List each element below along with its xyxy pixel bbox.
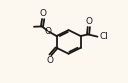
Text: O: O (47, 56, 54, 65)
Text: Cl: Cl (100, 32, 109, 41)
Text: O: O (40, 9, 47, 18)
Text: O: O (45, 27, 52, 36)
Text: O: O (86, 17, 93, 26)
